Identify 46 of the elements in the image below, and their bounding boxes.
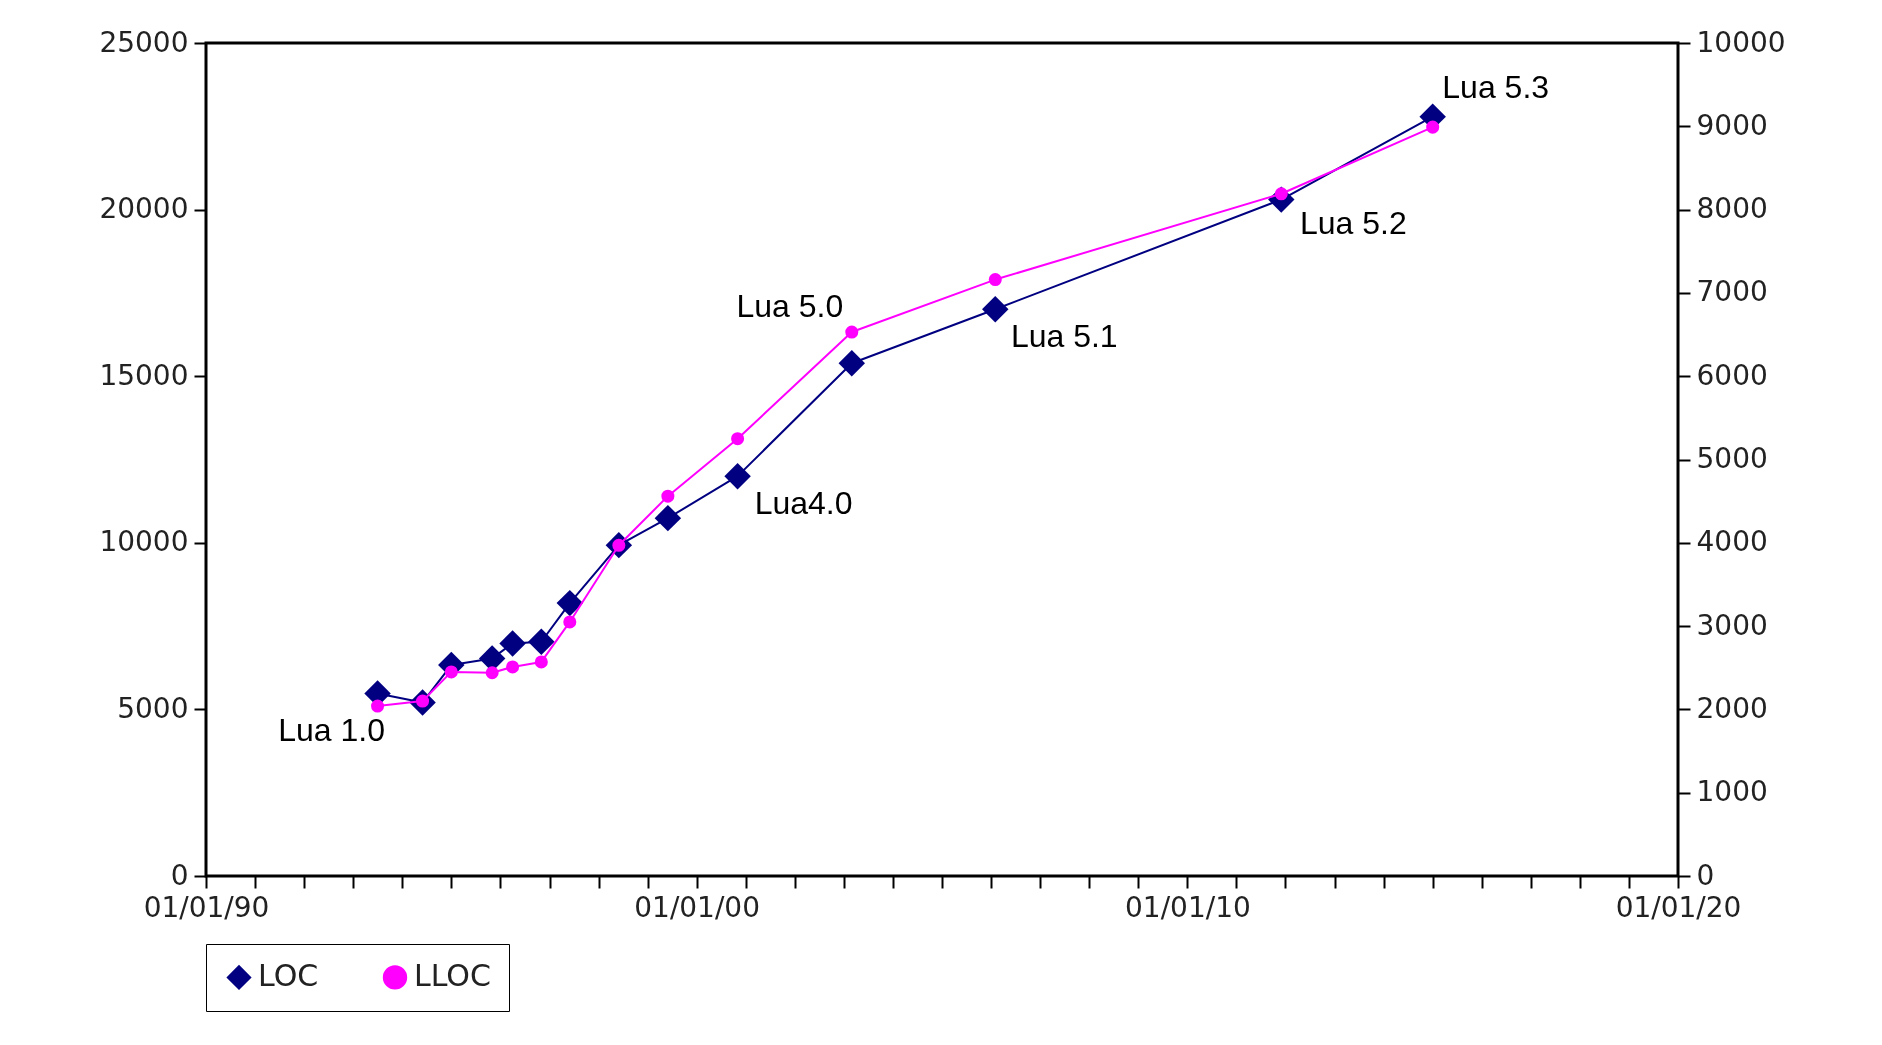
y-tick-label: 20000 [99, 192, 189, 226]
y2-tick-label: 10000 [1696, 25, 1786, 59]
point [499, 630, 526, 657]
x-tick-label: 01/01/00 [634, 890, 760, 924]
y2-tick-label: 9000 [1696, 108, 1768, 142]
point [485, 666, 499, 680]
point [982, 296, 1009, 323]
y2-tick-label: 6000 [1696, 358, 1768, 392]
x-tick-label: 01/01/90 [143, 890, 270, 924]
point [528, 628, 555, 655]
y2-tick-label: 7000 [1696, 275, 1768, 309]
annotation: Lua 5.2 [1299, 204, 1407, 241]
y2-tick-label: 5000 [1696, 442, 1768, 475]
point [654, 504, 682, 532]
point [724, 462, 751, 490]
y-tick-label: 0 [170, 858, 189, 892]
y-tick-label: 10000 [99, 525, 189, 559]
legend-label: LLOC [414, 958, 491, 994]
legend-label: LOC [258, 958, 319, 994]
x-tick-label: 01/01/10 [1125, 890, 1251, 924]
point [661, 489, 675, 503]
point [534, 655, 548, 669]
y2-tick-label: 1000 [1696, 775, 1768, 809]
point [988, 273, 1002, 287]
y-tick-label: 25000 [99, 25, 189, 59]
annotation: Lua 1.0 [278, 712, 385, 749]
point [1426, 120, 1440, 134]
annotation: Lua 5.1 [1010, 318, 1118, 355]
y-tick-label: 5000 [117, 691, 189, 725]
y2-tick-label: 8000 [1696, 192, 1768, 226]
annotation: Lua4.0 [754, 485, 853, 522]
annotation: Lua 5.0 [736, 288, 844, 325]
y-tick-label: 15000 [99, 358, 189, 392]
point [845, 325, 859, 339]
point [731, 432, 745, 446]
annotation: Lua 5.3 [1442, 68, 1550, 105]
y2-tick-label: 0 [1696, 858, 1715, 892]
point [506, 660, 520, 674]
y2-tick-label: 2000 [1696, 691, 1768, 725]
x-tick-label: 01/01/20 [1615, 890, 1742, 924]
point [371, 699, 385, 713]
point [563, 615, 577, 629]
y2-tick-label: 4000 [1696, 525, 1768, 559]
point [838, 349, 866, 377]
y2-tick-label: 3000 [1696, 608, 1768, 642]
point [556, 589, 584, 617]
